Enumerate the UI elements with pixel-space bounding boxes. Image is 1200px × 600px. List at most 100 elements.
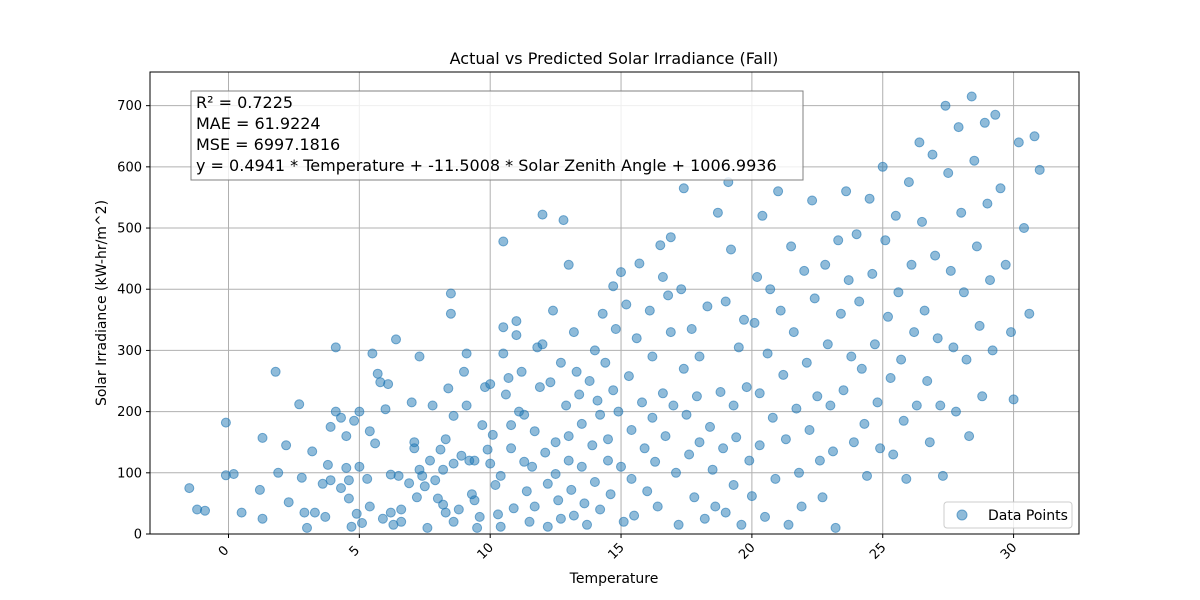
data-point [409, 443, 420, 454]
data-point [448, 410, 459, 421]
data-point [296, 472, 307, 483]
data-point [757, 210, 768, 221]
data-point [673, 519, 684, 530]
data-point [330, 342, 341, 353]
data-point [788, 327, 799, 338]
data-point [542, 521, 553, 532]
data-point [691, 391, 702, 402]
data-point [595, 409, 606, 420]
data-point [718, 443, 729, 454]
data-point [1029, 131, 1040, 142]
data-point [835, 308, 846, 319]
data-point [608, 281, 619, 292]
data-point [343, 493, 354, 504]
y-tick-label: 300 [117, 344, 142, 359]
data-point [568, 510, 579, 521]
data-point [856, 363, 867, 374]
data-point [746, 491, 757, 502]
data-point [809, 293, 820, 304]
data-point [548, 305, 558, 316]
data-point [540, 447, 551, 458]
data-point [542, 478, 553, 489]
data-point [391, 334, 401, 345]
data-point [603, 455, 613, 466]
data-point [689, 492, 700, 503]
data-point [953, 122, 964, 133]
data-point [406, 397, 417, 408]
data-point [545, 377, 556, 388]
data-point [985, 275, 995, 286]
data-point [521, 486, 532, 497]
data-point [657, 388, 668, 399]
data-point [775, 305, 786, 316]
data-point [864, 193, 875, 204]
data-point [273, 467, 284, 478]
stats-mse: MSE = 6997.1816 [196, 135, 340, 154]
y-tick-label: 500 [117, 222, 142, 237]
data-point [828, 446, 838, 457]
legend-label: Data Points [988, 508, 1068, 524]
data-point [459, 366, 469, 377]
data-point [495, 521, 506, 532]
data-point [694, 351, 705, 362]
data-point [469, 455, 480, 466]
data-point [589, 477, 600, 487]
data-point [550, 469, 561, 479]
data-point [629, 510, 640, 521]
legend-frame [943, 501, 1073, 529]
data-point [325, 421, 336, 432]
data-point [804, 425, 815, 435]
data-point [731, 432, 742, 443]
data-point [561, 400, 572, 411]
data-point [445, 288, 456, 299]
data-point [592, 395, 603, 406]
data-point [587, 440, 598, 451]
data-point [600, 357, 611, 368]
data-point [896, 354, 907, 365]
data-point [563, 431, 574, 442]
data-point [726, 244, 736, 255]
data-point [563, 259, 574, 270]
data-point [686, 324, 697, 334]
data-point [257, 432, 268, 443]
data-point [712, 207, 723, 218]
data-point [888, 449, 899, 460]
data-point [762, 348, 773, 359]
data-point [574, 389, 585, 400]
data-point [493, 509, 503, 520]
data-point [650, 456, 661, 467]
data-point [799, 265, 810, 276]
data-point [919, 305, 930, 316]
data-point [461, 348, 472, 359]
data-point [456, 450, 467, 461]
data-point [671, 467, 681, 478]
data-point [995, 183, 1006, 194]
data-point [814, 455, 825, 466]
data-point [843, 275, 854, 286]
data-point [270, 366, 281, 377]
x-axis-label: Temperature [569, 571, 659, 587]
data-point [987, 345, 998, 356]
data-point [354, 406, 365, 417]
data-point [555, 357, 566, 368]
data-point [982, 198, 993, 209]
y-axis-ticks: 0 100 200 300 400 500 600 700 [117, 99, 150, 543]
data-point [537, 339, 548, 350]
data-point [425, 455, 435, 466]
data-point [634, 258, 645, 269]
data-point [393, 470, 404, 481]
data-point [694, 437, 705, 448]
data-point [971, 241, 982, 252]
data-point [647, 412, 658, 423]
data-point [357, 518, 367, 528]
data-point [404, 478, 415, 489]
data-point [307, 446, 318, 457]
data-point [411, 492, 422, 503]
stats-equation: y = 0.4941 * Temperature + -11.5008 * So… [196, 156, 777, 175]
data-point [558, 215, 569, 226]
data-point [678, 183, 689, 194]
data-point [652, 501, 663, 512]
data-point [534, 382, 545, 393]
data-point [613, 406, 624, 417]
data-point [642, 486, 653, 497]
